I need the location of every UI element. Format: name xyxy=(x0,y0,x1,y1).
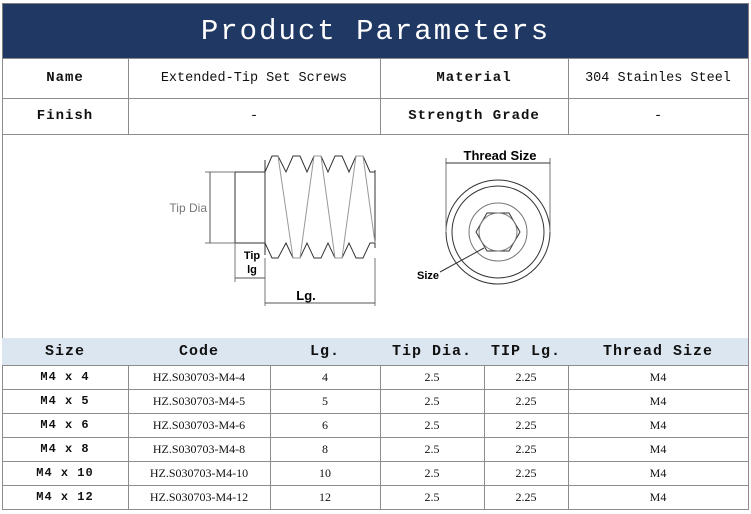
table-cell: 2.5 xyxy=(380,461,485,486)
table-cell: M4 xyxy=(568,461,749,486)
table-cell: 2.25 xyxy=(484,461,569,486)
table-cell: M4 xyxy=(568,413,749,438)
table-cell: M4 xyxy=(568,365,749,390)
spec-value: - xyxy=(568,98,749,135)
column-header: Tip Dia. xyxy=(380,338,485,366)
table-cell: 4 xyxy=(270,365,381,390)
column-header: Code xyxy=(128,338,271,366)
table-cell: 8 xyxy=(270,437,381,462)
table-cell: M4 xyxy=(568,485,749,510)
table-cell: HZ.S030703-M4-6 xyxy=(128,413,271,438)
spec-value: Extended-Tip Set Screws xyxy=(128,58,381,99)
table-cell: 6 xyxy=(270,413,381,438)
table-cell: 12 xyxy=(270,485,381,510)
column-header: Size xyxy=(2,338,129,366)
table-cell: 2.25 xyxy=(484,389,569,414)
table-cell: HZ.S030703-M4-4 xyxy=(128,365,271,390)
table-cell: 2.5 xyxy=(380,365,485,390)
spec-label: Name xyxy=(2,58,129,99)
table-cell: HZ.S030703-M4-8 xyxy=(128,437,271,462)
diagram-area xyxy=(2,134,749,339)
table-cell: 2.5 xyxy=(380,413,485,438)
title-banner: Product Parameters xyxy=(2,3,749,59)
table-cell: M4 x 5 xyxy=(2,389,129,414)
table-cell: M4 x 10 xyxy=(2,461,129,486)
spec-value: - xyxy=(128,98,381,135)
table-cell: 2.25 xyxy=(484,485,569,510)
table-cell: 2.25 xyxy=(484,365,569,390)
table-cell: M4 x 8 xyxy=(2,437,129,462)
table-cell: M4 x 12 xyxy=(2,485,129,510)
table-cell: 2.5 xyxy=(380,389,485,414)
spec-label: Finish xyxy=(2,98,129,135)
spec-label: Strength Grade xyxy=(380,98,569,135)
column-header: Thread Size xyxy=(568,338,749,366)
table-cell: M4 x 4 xyxy=(2,365,129,390)
column-header: TIP Lg. xyxy=(484,338,569,366)
table-cell: HZ.S030703-M4-12 xyxy=(128,485,271,510)
spec-value: 304 Stainles Steel xyxy=(568,58,749,99)
table-cell: 2.25 xyxy=(484,437,569,462)
table-cell: 2.5 xyxy=(380,437,485,462)
column-header: Lg. xyxy=(270,338,381,366)
table-cell: M4 x 6 xyxy=(2,413,129,438)
spec-label: Material xyxy=(380,58,569,99)
table-cell: HZ.S030703-M4-10 xyxy=(128,461,271,486)
table-cell: M4 xyxy=(568,437,749,462)
table-cell: HZ.S030703-M4-5 xyxy=(128,389,271,414)
table-cell: 2.25 xyxy=(484,413,569,438)
table-cell: 2.5 xyxy=(380,485,485,510)
table-cell: M4 xyxy=(568,389,749,414)
table-cell: 5 xyxy=(270,389,381,414)
table-cell: 10 xyxy=(270,461,381,486)
table-frame xyxy=(2,58,748,510)
